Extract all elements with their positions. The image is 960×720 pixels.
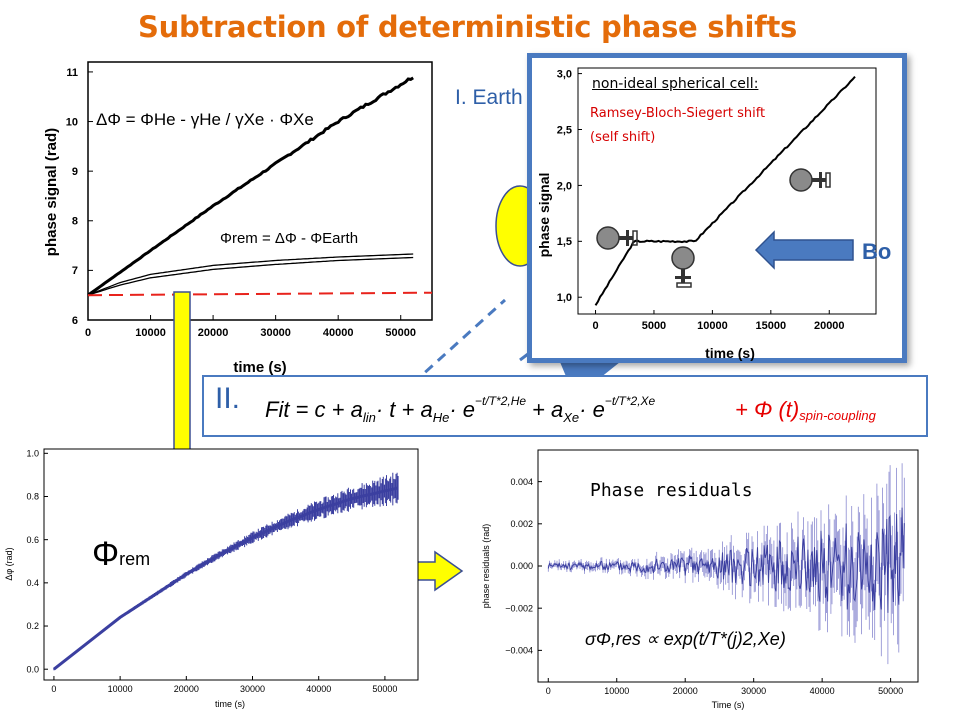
chart3-annotation: σΦ,res ∝ exp(t/T*(j)2,Xe): [585, 629, 786, 649]
y-tick-label: 9: [72, 166, 78, 178]
inset-line-1: Ramsey-Bloch-Siegert shift: [590, 106, 766, 121]
chart3-annotation-bg: [578, 612, 818, 664]
fit-formula: Fit = c + alin· t + aHe· e−t/T*2,He + aXe…: [265, 394, 877, 425]
section-one-label: I. Earth: [455, 86, 523, 109]
chart1-annotation-delta-phi: ΔΦ = ΦHe - γHe / γXe · ΦXe: [96, 110, 314, 129]
chart3-xlabel: Time (s): [712, 700, 745, 710]
inset-frame: [577, 67, 877, 315]
y-tick-label: 0.6: [26, 535, 39, 545]
phase-series-0: [87, 76, 414, 297]
chart1-annotation-phi-rem: Φrem = ΔΦ - ΦEarth: [220, 230, 358, 247]
cell-icon-left: [596, 226, 638, 250]
x-tick-label: 20000: [174, 684, 199, 694]
inset-xlabel: time (s): [705, 345, 755, 361]
y-tick-label: 0.4: [26, 578, 39, 588]
x-tick-label: 0: [85, 327, 91, 339]
inset-title: non-ideal spherical cell:: [592, 76, 759, 92]
y-tick-label: −0.002: [505, 603, 533, 613]
phase-series-2: [87, 256, 414, 296]
y-tick-label: 1,5: [557, 236, 572, 248]
x-tick-label: 10000: [697, 320, 728, 332]
inset-panel: [527, 53, 907, 363]
y-tick-label: 2,5: [557, 124, 572, 136]
y-tick-label: 0.000: [510, 561, 533, 571]
chart2-ylabel: Δφ (rad): [4, 547, 14, 580]
x-tick-label: 50000: [878, 686, 903, 696]
x-tick-label: 50000: [385, 327, 416, 339]
x-tick-label: 0: [51, 684, 56, 694]
y-tick-label: 11: [66, 67, 78, 79]
y-tick-label: 2,0: [557, 180, 572, 192]
residual-series: [547, 507, 905, 613]
x-tick-label: 15000: [756, 320, 787, 332]
y-tick-label: 0.004: [510, 477, 533, 487]
x-tick-label: 0: [546, 686, 551, 696]
y-tick-label: 0.002: [510, 519, 533, 529]
y-tick-label: 1.0: [26, 448, 39, 458]
y-tick-label: 0.2: [26, 621, 39, 631]
svg-text:+ Φ (t)spin-coupling: + Φ (t)spin-coupling: [735, 397, 877, 423]
x-tick-label: 40000: [810, 686, 835, 696]
x-tick-label: 20000: [198, 327, 229, 339]
b-field-arrow-icon: [754, 230, 854, 270]
y-tick-label: 1,0: [557, 292, 572, 304]
x-tick-label: 10000: [135, 327, 166, 339]
svg-text:Fit = c + alin· t + aHe· e−t/T: Fit = c + alin· t + aHe· e−t/T*2,He + aXe…: [265, 394, 656, 425]
phase-series-1: [87, 253, 414, 296]
cell-icon-middle: [671, 246, 695, 288]
page-title: Subtraction of deterministic phase shift…: [138, 10, 797, 44]
fit-formula-panel: [202, 375, 928, 437]
chart2-frame: [43, 448, 419, 681]
y-tick-label: 6: [72, 315, 78, 327]
b-field-label: Bo: [862, 239, 891, 264]
x-tick-label: 40000: [306, 684, 331, 694]
chart1-xlabel: time (s): [233, 359, 286, 376]
x-tick-label: 30000: [240, 684, 265, 694]
x-tick-label: 50000: [372, 684, 397, 694]
chart1-ylabel: phase signal (rad): [43, 128, 60, 256]
chart1-frame: [87, 61, 433, 321]
x-tick-label: 40000: [323, 327, 354, 339]
inset-ylabel: phase signal: [536, 173, 552, 258]
x-tick-label: 20000: [673, 686, 698, 696]
x-tick-label: 5000: [642, 320, 666, 332]
section-two-label: II.: [215, 382, 241, 415]
x-tick-label: 20000: [814, 320, 845, 332]
y-tick-label: 0.8: [26, 492, 39, 502]
y-tick-label: 3,0: [557, 68, 572, 80]
x-tick-label: 0: [592, 320, 598, 332]
y-tick-label: 10: [66, 116, 78, 128]
inset-line-2: (self shift): [590, 130, 656, 145]
y-tick-label: 0.0: [26, 664, 39, 674]
residuals-label: Phase residuals: [588, 480, 755, 501]
x-tick-label: 10000: [604, 686, 629, 696]
x-tick-label: 30000: [741, 686, 766, 696]
inset-series: [594, 75, 856, 306]
phi-rem-series: [52, 486, 399, 671]
y-tick-label: 8: [72, 216, 78, 228]
x-tick-label: 30000: [260, 327, 291, 339]
chart3-ylabel: phase residuals (rad): [481, 524, 491, 609]
y-tick-label: −0.004: [505, 646, 533, 656]
cell-icon-right: [789, 168, 831, 192]
chart2-xlabel: time (s): [215, 699, 245, 709]
y-tick-label: 7: [72, 265, 78, 277]
earth-reference-line: [87, 291, 433, 297]
x-tick-label: 10000: [108, 684, 133, 694]
